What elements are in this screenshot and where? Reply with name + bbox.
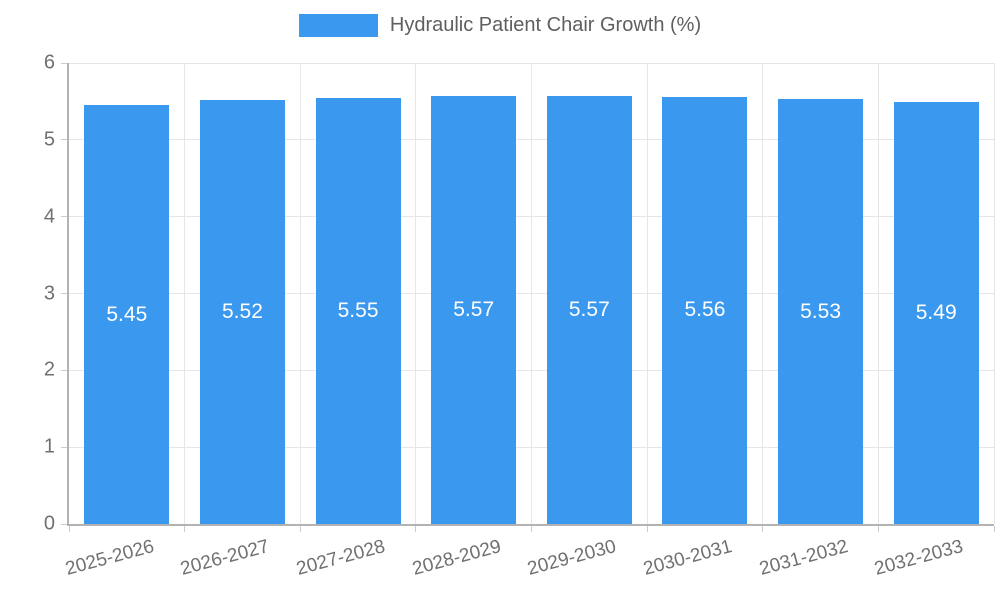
x-axis-category-label: 2032-2033 (872, 536, 966, 580)
x-axis-tick (993, 526, 995, 532)
y-axis-tick (61, 139, 67, 141)
x-axis-category-label: 2027-2028 (294, 536, 388, 580)
bar[interactable]: 5.57 (546, 96, 632, 524)
y-axis-tick-label: 1 (43, 435, 55, 458)
x-axis-category-label: 2030-2031 (641, 536, 735, 580)
x-axis-category-label: 2026-2027 (178, 536, 272, 580)
bar[interactable]: 5.57 (431, 96, 517, 524)
bar[interactable]: 5.56 (662, 96, 748, 524)
bar-value-label: 5.53 (800, 299, 841, 323)
x-axis-tick (877, 526, 879, 532)
y-axis-tick-label: 4 (43, 205, 55, 228)
x-axis-tick (68, 526, 70, 532)
bar-value-label: 5.57 (568, 298, 610, 322)
gridline-vertical (415, 63, 417, 524)
bar-value-label: 5.56 (684, 298, 726, 322)
bar-value-label: 5.57 (453, 298, 495, 322)
bar[interactable]: 5.45 (84, 105, 170, 524)
y-axis-tick (61, 523, 67, 525)
y-axis-tick-label: 6 (43, 51, 55, 74)
plot-area: 0 1 2 3 4 5 6 5.45 2025-2026 5.52 2026-2027 5.55 202… (44, 52, 995, 580)
gridline-vertical (762, 63, 764, 524)
gridline-vertical (646, 63, 648, 524)
gridline-vertical (299, 63, 301, 524)
bar-value-label: 5.45 (106, 302, 148, 326)
bar[interactable]: 5.55 (315, 97, 401, 524)
y-axis-tick (61, 216, 67, 218)
y-axis-tick (61, 369, 67, 371)
y-axis-tick-label: 5 (43, 128, 55, 151)
y-axis-tick (61, 62, 67, 64)
x-axis-tick (415, 526, 417, 532)
gridline-vertical (993, 63, 995, 524)
x-axis-tick (299, 526, 301, 532)
legend-swatch (298, 14, 378, 37)
gridline-vertical (877, 63, 879, 524)
x-axis-tick (646, 526, 648, 532)
legend-label: Hydraulic Patient Chair Growth (%) (389, 14, 702, 36)
x-axis-tick (531, 526, 532, 532)
gridline-vertical (184, 63, 186, 524)
y-axis-tick-label: 3 (43, 282, 55, 304)
y-axis-tick (61, 446, 67, 448)
y-axis-tick-label: 2 (43, 358, 55, 381)
x-axis-tick (184, 526, 186, 532)
x-axis-category-label: 2029-2030 (525, 536, 619, 580)
bar[interactable]: 5.52 (199, 99, 285, 524)
bar-value-label: 5.49 (915, 301, 957, 325)
x-axis-category-label: 2031-2032 (756, 536, 850, 580)
gridline-vertical (531, 63, 532, 524)
bar[interactable]: 5.53 (778, 99, 864, 524)
bar-value-label: 5.55 (337, 298, 379, 322)
x-axis-category-label: 2028-2029 (409, 536, 504, 580)
y-axis-tick (61, 293, 67, 294)
legend[interactable]: Hydraulic Patient Chair Growth (%) (0, 14, 1000, 37)
x-axis-tick (762, 526, 764, 532)
bar-value-label: 5.52 (222, 299, 263, 323)
y-axis-tick-label: 0 (43, 512, 55, 535)
bar[interactable]: 5.49 (893, 102, 979, 524)
x-axis-category-label: 2025-2026 (63, 536, 157, 580)
